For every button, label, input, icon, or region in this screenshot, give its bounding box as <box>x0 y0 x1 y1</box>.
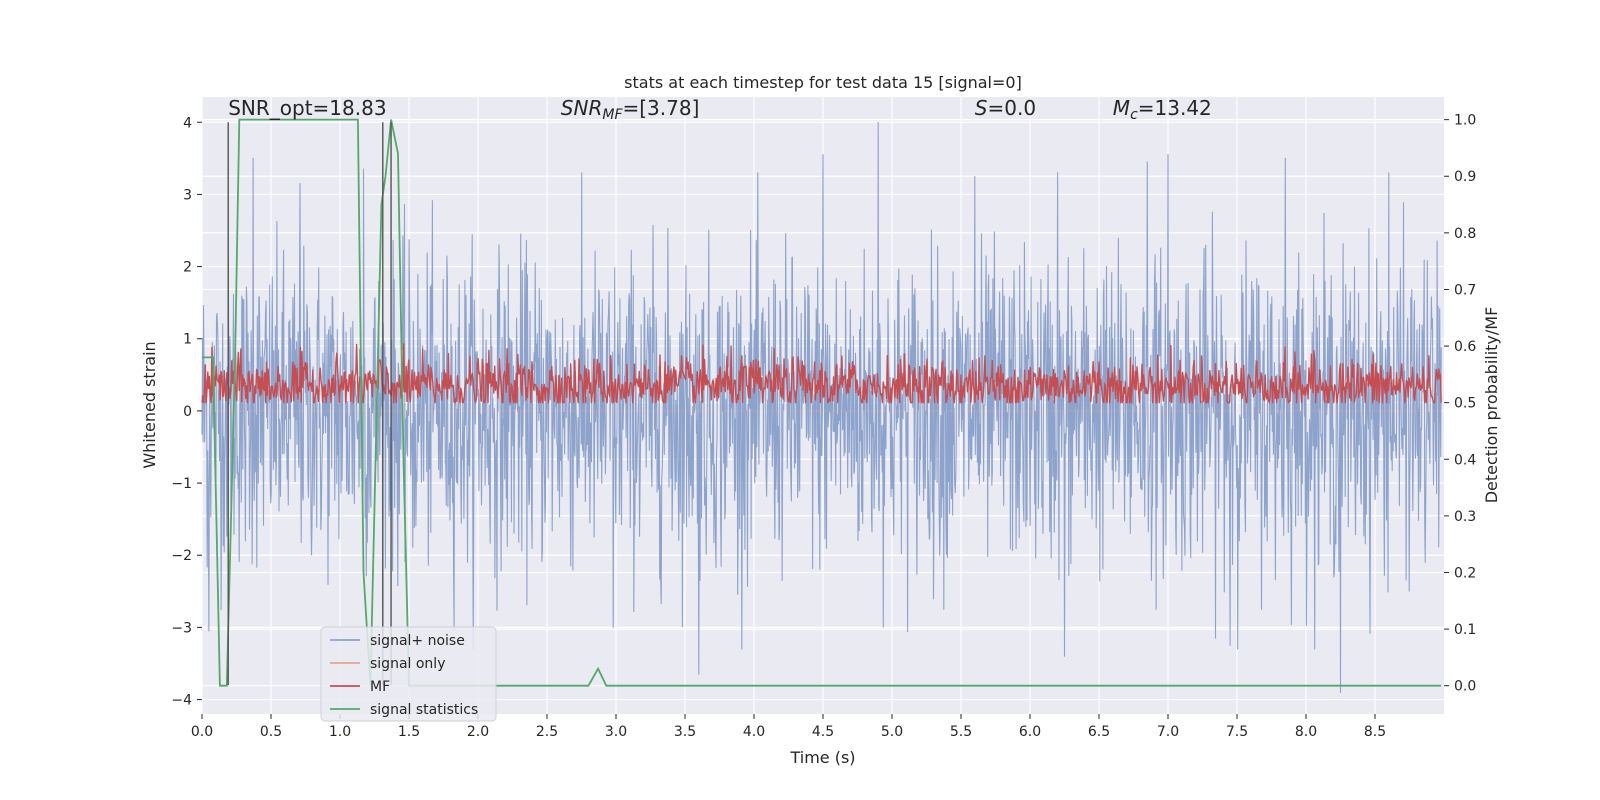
x-tick-label-7: 3.5 <box>674 724 696 740</box>
y-left-tick-label-1: −3 <box>171 620 192 636</box>
y-right-tick-label-3: 0.3 <box>1454 509 1476 525</box>
y-right-tick-label-6: 0.6 <box>1454 339 1476 355</box>
y-right-tick-label-8: 0.8 <box>1454 226 1476 242</box>
y-right-axis-label: Detection probability/MF <box>1482 307 1501 504</box>
y-left-tick-label-8: 4 <box>183 115 192 131</box>
x-axis-ticks: 0.0 0.5 1.0 1.5 2.0 2.5 3.0 3.5 4.0 4.5 5.0 5.5 6.0 6… <box>191 714 1386 740</box>
x-tick-label-8: 4.0 <box>743 724 765 740</box>
x-tick-label-16: 8.0 <box>1295 724 1317 740</box>
series-2-line <box>201 343 1442 404</box>
y-left-tick-label-7: 3 <box>183 187 192 203</box>
x-tick-label-14: 7.0 <box>1157 724 1179 740</box>
y-right-axis-ticks: 0.0 0.1 0.2 0.3 0.4 0.5 0.6 0.7 0.8 0.9 1.0 <box>1444 113 1476 695</box>
legend: signal+ noise signal only MF signal statist… <box>320 626 497 722</box>
x-tick-label-3: 1.5 <box>398 724 420 740</box>
x-axis-label: Time (s) <box>789 748 855 767</box>
y-right-tick-label-10: 1.0 <box>1454 113 1476 129</box>
x-tick-label-11: 5.5 <box>950 724 972 740</box>
x-tick-label-12: 6.0 <box>1019 724 1041 740</box>
y-right-tick-label-0: 0.0 <box>1454 679 1476 695</box>
legend-label-1: signal only <box>370 656 445 672</box>
x-tick-label-17: 8.5 <box>1364 724 1386 740</box>
x-tick-label-0: 0.0 <box>191 724 213 740</box>
x-tick-label-15: 7.5 <box>1226 724 1248 740</box>
x-tick-label-5: 2.5 <box>536 724 558 740</box>
legend-label-3: signal statistics <box>370 702 478 718</box>
y-left-tick-label-0: −4 <box>171 693 192 709</box>
y-left-tick-label-2: −2 <box>171 548 192 564</box>
x-tick-label-9: 4.5 <box>812 724 834 740</box>
vertical-markers <box>227 122 392 686</box>
annotation-3: Mc=13.42 <box>1113 96 1212 123</box>
x-tick-label-6: 3.0 <box>605 724 627 740</box>
y-left-tick-label-3: −1 <box>171 476 192 492</box>
x-tick-label-2: 1.0 <box>329 724 351 740</box>
y-right-tick-label-4: 0.4 <box>1454 452 1476 468</box>
grid <box>201 97 1444 714</box>
y-left-axis-ticks: −4 −3 −2 −1 0 1 2 3 4 <box>171 115 202 709</box>
y-right-tick-label-5: 0.5 <box>1454 396 1476 412</box>
annotation-1: SNRMF=[3.78] <box>561 96 700 123</box>
series-0-line <box>201 121 1442 693</box>
annotation-0: SNR_opt=18.83 <box>228 96 386 120</box>
legend-box <box>320 626 497 722</box>
x-tick-label-10: 5.0 <box>881 724 903 740</box>
chart-title: stats at each timestep for test data 15 … <box>624 73 1022 92</box>
y-left-tick-label-4: 0 <box>183 404 192 420</box>
y-right-tick-label-2: 0.2 <box>1454 565 1476 581</box>
legend-label-0: signal+ noise <box>370 633 465 649</box>
y-left-tick-label-5: 1 <box>183 332 192 348</box>
y-right-tick-label-9: 0.9 <box>1454 169 1476 185</box>
y-left-tick-label-6: 2 <box>183 260 192 276</box>
annotation-2: S=0.0 <box>975 96 1036 120</box>
x-tick-label-1: 0.5 <box>260 724 282 740</box>
y-right-tick-label-7: 0.7 <box>1454 282 1476 298</box>
x-tick-label-4: 2.0 <box>467 724 489 740</box>
y-left-axis-label: Whitened strain <box>140 341 159 468</box>
annotations: SNR_opt=18.83 SNRMF=[3.78] S=0.0 Mc=13.42 <box>228 96 1212 123</box>
y-right-tick-label-1: 0.1 <box>1454 622 1476 638</box>
legend-label-2: MF <box>370 679 390 695</box>
x-tick-label-13: 6.5 <box>1088 724 1110 740</box>
